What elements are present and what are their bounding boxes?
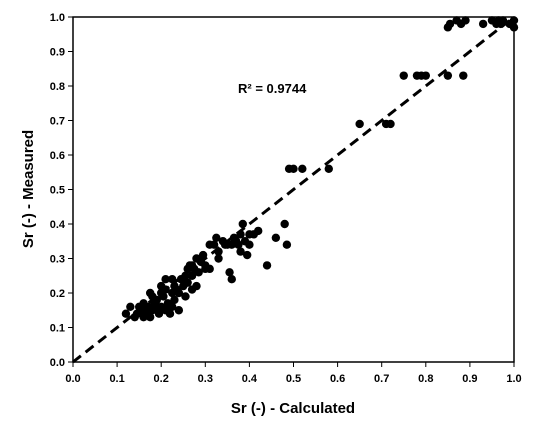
y-tick-label: 0.3 (50, 254, 65, 266)
data-point (227, 240, 236, 249)
data-point (170, 281, 179, 291)
data-point (324, 164, 333, 173)
data-point (201, 264, 210, 274)
data-point (282, 240, 292, 249)
y-tick-label: 0.0 (50, 357, 65, 369)
plot-area-frame (72, 16, 515, 363)
data-point (165, 309, 175, 318)
data-point (196, 257, 206, 267)
data-point (181, 292, 190, 301)
data-point (187, 261, 197, 270)
x-tick-label: 0.4 (242, 373, 258, 385)
data-point (234, 240, 243, 249)
data-point (478, 19, 488, 29)
y-tick-label: 0.6 (50, 150, 65, 162)
y-tick-label: 0.5 (50, 185, 65, 197)
data-point (238, 219, 247, 229)
x-tick-label: 0.7 (374, 373, 389, 385)
data-point (280, 219, 289, 229)
x-tick-label: 0.9 (462, 373, 477, 385)
data-point (174, 288, 184, 298)
data-point (399, 71, 408, 80)
data-point (198, 250, 208, 260)
data-point (355, 119, 364, 129)
data-point (187, 285, 197, 294)
data-point (225, 268, 234, 277)
x-tick-label: 0.0 (65, 373, 80, 385)
data-point (194, 268, 203, 277)
y-tick-label: 0.8 (50, 81, 65, 93)
data-point (289, 164, 298, 173)
data-point (245, 240, 254, 249)
data-point (126, 302, 135, 311)
r-squared-annotation: R² = 0.9744 (238, 81, 307, 96)
y-tick-label: 0.1 (50, 323, 65, 335)
y-axis-ticks: 0.0 0.1 0.2 0.3 0.4 0.5 0.6 0.7 0.8 0.9 1.0 (50, 12, 73, 369)
data-point (386, 119, 395, 129)
y-tick-label: 0.2 (50, 288, 65, 300)
data-point (214, 254, 223, 263)
trendline-dashed (72, 15, 515, 364)
data-point (262, 261, 272, 270)
data-point (139, 312, 148, 322)
data-point (498, 16, 508, 25)
data-point (130, 312, 139, 322)
data-points (121, 16, 519, 322)
x-tick-label: 0.8 (418, 373, 433, 385)
data-point (168, 302, 177, 311)
data-point (145, 312, 155, 322)
data-point (271, 233, 281, 242)
data-point (245, 230, 254, 239)
x-axis-title: Sr (-) - Calculated (231, 400, 355, 417)
data-point (227, 275, 236, 284)
y-axis-title: Sr (-) - Measured (20, 130, 37, 248)
data-point (168, 275, 177, 284)
x-tick-label: 1.0 (506, 373, 521, 385)
data-point (214, 247, 223, 256)
x-tick-label: 0.1 (109, 373, 124, 385)
data-point (236, 247, 245, 256)
x-axis-ticks: 0.0 0.1 0.2 0.3 0.4 0.5 0.6 0.7 0.8 0.9 1.0 (65, 362, 522, 385)
data-point (181, 271, 190, 280)
x-tick-label: 0.3 (198, 373, 213, 385)
data-point (461, 16, 470, 25)
data-point (212, 233, 221, 242)
data-point (236, 230, 245, 239)
x-tick-label: 0.5 (286, 373, 301, 385)
data-point (242, 250, 252, 260)
data-point (154, 309, 164, 318)
data-point (254, 226, 263, 236)
data-point (170, 295, 179, 305)
data-point (298, 164, 307, 173)
y-tick-label: 0.4 (50, 219, 66, 231)
data-point (187, 271, 197, 280)
y-tick-label: 1.0 (50, 12, 65, 24)
x-tick-label: 0.2 (154, 373, 169, 385)
x-tick-label: 0.6 (330, 373, 345, 385)
y-tick-label: 0.7 (50, 116, 65, 128)
data-point (161, 275, 170, 284)
data-point (148, 292, 157, 301)
data-point (152, 302, 161, 311)
data-point (421, 71, 430, 80)
y-tick-label: 0.9 (50, 47, 65, 59)
data-point (205, 240, 214, 249)
data-point (443, 71, 453, 80)
data-point (174, 306, 184, 315)
data-point (161, 285, 170, 294)
data-point (445, 19, 455, 29)
data-point (459, 71, 468, 80)
data-point (121, 309, 131, 318)
